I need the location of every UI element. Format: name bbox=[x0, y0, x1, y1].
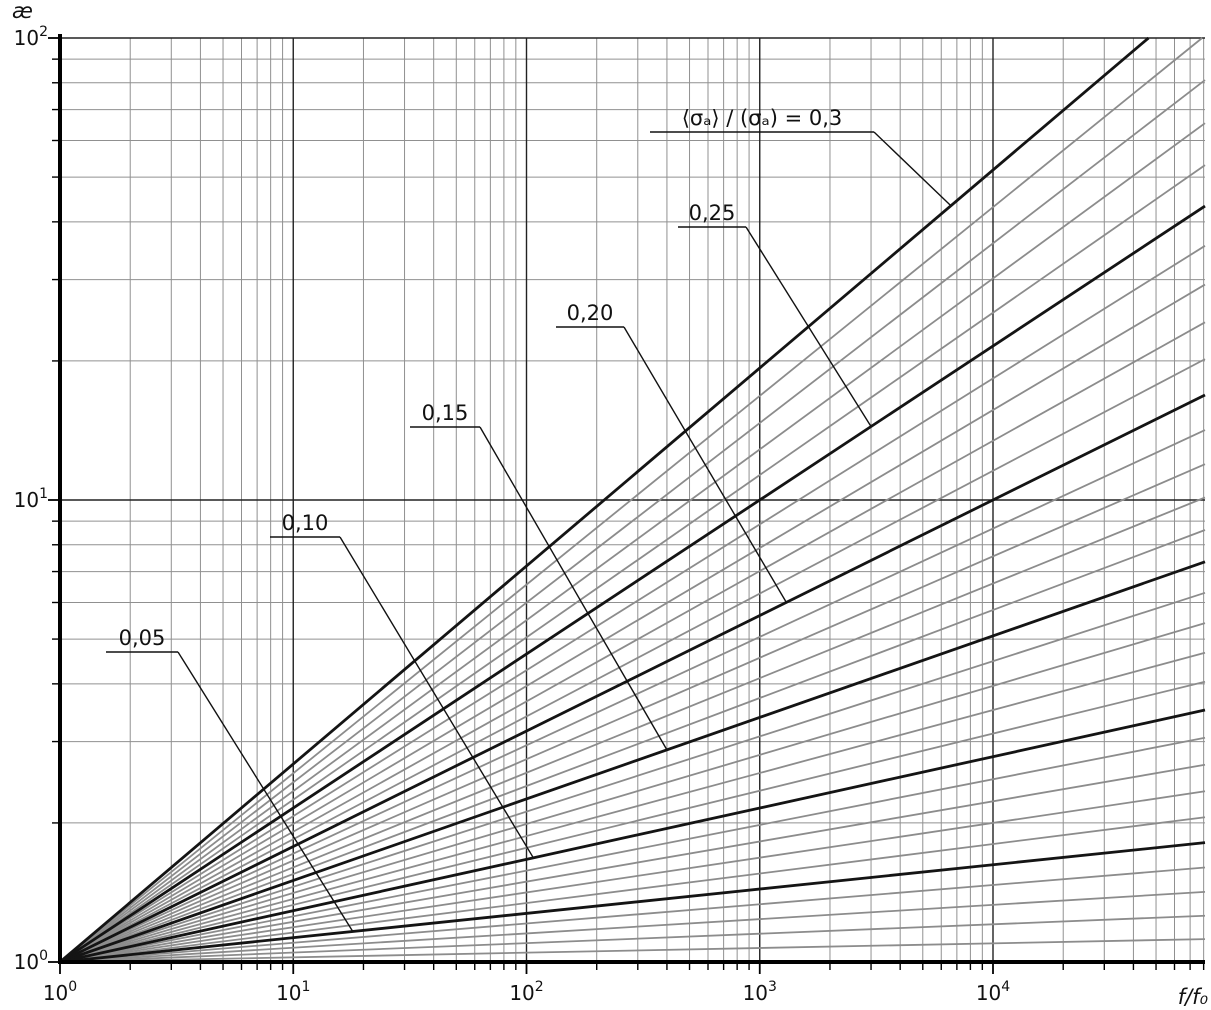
curve-ratio-0.24 bbox=[59, 245, 1206, 963]
callout-label: ⟨σₐ⟩ / (σₐ) = 0,3 bbox=[682, 106, 843, 130]
x-tick-label: 101 bbox=[276, 979, 310, 1005]
curve-ratio-0.18 bbox=[59, 463, 1206, 963]
callout-leader bbox=[745, 226, 872, 427]
y-tick-label: 101 bbox=[14, 486, 48, 512]
curve-ratio-0.21 bbox=[59, 358, 1206, 963]
curve-ratio-0.13 bbox=[59, 622, 1206, 963]
curve-ratio-0.07 bbox=[59, 790, 1206, 963]
callout-label: 0,15 bbox=[422, 401, 469, 425]
axes-layer bbox=[58, 34, 1205, 964]
curve-ratio-0.02 bbox=[59, 914, 1206, 963]
curve-ratio-0.29 bbox=[59, 37, 1203, 963]
callout-leader bbox=[177, 651, 354, 932]
curve-ratio-0.28 bbox=[59, 79, 1206, 963]
callout-leader bbox=[873, 131, 952, 207]
curve-ratio-0.27 bbox=[59, 122, 1206, 963]
curve-ratio-0.09 bbox=[59, 736, 1206, 963]
curve-ratio-0.01 bbox=[59, 938, 1206, 963]
curve-ratio-0.08 bbox=[59, 763, 1206, 963]
curve-ratio-0.25 bbox=[59, 204, 1206, 964]
callout-label: 0,05 bbox=[119, 626, 166, 650]
curves-layer bbox=[59, 36, 1206, 964]
y-tick-label: 100 bbox=[14, 948, 48, 974]
y-tick-label: 102 bbox=[14, 24, 48, 50]
curve-ratio-0.12 bbox=[59, 651, 1206, 963]
grid-layer bbox=[60, 37, 1205, 962]
curve-ratio-0.1 bbox=[59, 708, 1206, 964]
x-tick-label: 104 bbox=[976, 979, 1010, 1005]
curve-ratio-0.14 bbox=[59, 591, 1206, 963]
callout-leader bbox=[479, 426, 668, 751]
curve-ratio-0.04 bbox=[59, 866, 1206, 963]
curve-ratio-0.3 bbox=[59, 36, 1150, 964]
curve-ratio-0.26 bbox=[59, 164, 1206, 963]
x-tick-label: 103 bbox=[743, 979, 777, 1005]
y-axis-title: æ bbox=[12, 0, 33, 23]
callout-leader bbox=[339, 536, 534, 859]
curve-ratio-0.19 bbox=[59, 429, 1206, 963]
x-tick-label: 100 bbox=[43, 979, 77, 1005]
ticks-layer bbox=[48, 37, 1205, 974]
callout-label: 0,20 bbox=[567, 301, 614, 325]
x-tick-label: 102 bbox=[509, 979, 543, 1005]
annotations-layer: 0,05 0,10 0,15 0,20 0,25 ⟨σₐ⟩ / (σₐ) = 0,3 bbox=[106, 106, 952, 932]
curve-ratio-0.16 bbox=[59, 529, 1206, 963]
curve-ratio-0.03 bbox=[59, 890, 1206, 963]
curve-ratio-0.05 bbox=[59, 841, 1206, 964]
curve-ratio-0.2 bbox=[59, 393, 1206, 964]
curve-ratio-0.23 bbox=[59, 283, 1206, 963]
curve-ratio-0.15 bbox=[59, 560, 1206, 964]
callout-leader bbox=[623, 326, 787, 603]
curve-ratio-0.06 bbox=[59, 816, 1206, 963]
curve-ratio-0.17 bbox=[59, 496, 1206, 963]
curve-ratio-0.11 bbox=[59, 680, 1206, 963]
curve-ratio-0.22 bbox=[59, 321, 1206, 963]
callout-label: 0,10 bbox=[282, 511, 329, 535]
x-axis-title: f/f₀ bbox=[1178, 985, 1209, 1009]
callout-label: 0,25 bbox=[689, 201, 736, 225]
